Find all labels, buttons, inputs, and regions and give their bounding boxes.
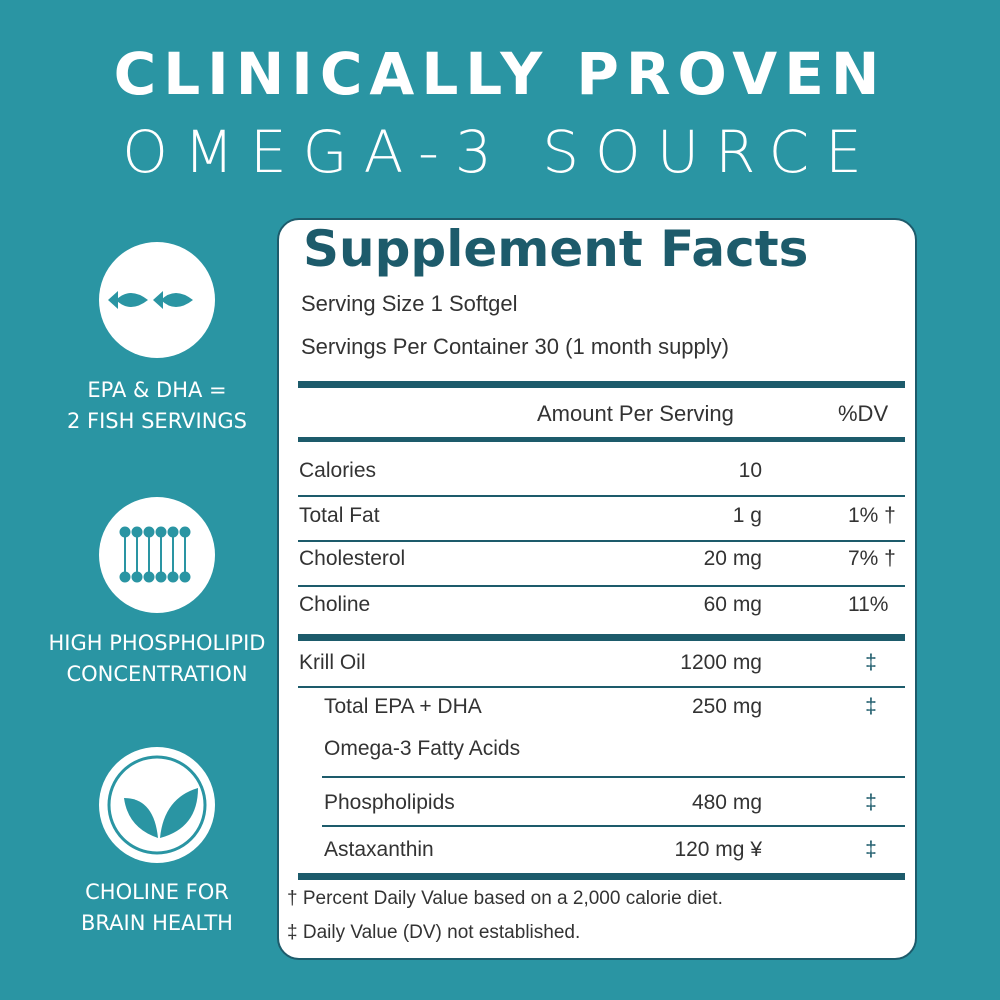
amount: 20 mg [703, 547, 762, 570]
amount: 1200 mg [680, 651, 762, 674]
amount: 10 [738, 459, 762, 482]
thin-rule [298, 540, 905, 542]
daily-value: 7% † [848, 547, 896, 570]
dv-header: %DV [838, 401, 889, 426]
thick-rule [298, 634, 905, 641]
footnote: ‡ Daily Value (DV) not established. [287, 922, 581, 943]
phospholipid-icon [99, 497, 215, 613]
leaf-icon [99, 747, 215, 863]
thick-rule [298, 437, 905, 442]
thick-rule [298, 381, 905, 388]
nutrient-name: Phospholipids [324, 791, 455, 814]
thin-rule [298, 495, 905, 497]
amount: 120 mg ¥ [674, 838, 762, 861]
feature-label: 2 FISH SERVINGS [66, 409, 248, 433]
amount-header: Amount Per Serving [537, 401, 734, 426]
facts-title: Supplement Facts [303, 220, 809, 278]
feature-label: EPA & DHA = [87, 378, 227, 402]
thin-rule [298, 585, 905, 587]
thin-rule [298, 686, 905, 688]
feature-label: BRAIN HEALTH [81, 911, 233, 935]
facts-panel [277, 218, 917, 960]
daily-value: 1% † [848, 504, 896, 527]
fish-icon [99, 242, 215, 358]
thick-rule [298, 873, 905, 880]
daily-value: ‡ [865, 651, 877, 674]
feature-label: HIGH PHOSPHOLIPID [48, 631, 266, 655]
thin-rule [322, 776, 905, 778]
daily-value: 11% [848, 593, 889, 616]
subheadline: OMEGA-3 SOURCE [122, 118, 878, 186]
feature-label: CONCENTRATION [66, 662, 248, 686]
footnote: † Percent Daily Value based on a 2,000 c… [287, 888, 723, 909]
daily-value: ‡ [865, 791, 877, 814]
daily-value: ‡ [865, 838, 877, 861]
daily-value: ‡ [865, 695, 877, 718]
nutrient-name: Cholesterol [299, 547, 406, 570]
amount: 250 mg [691, 695, 762, 718]
headline: CLINICALLY PROVEN [113, 40, 887, 108]
nutrient-name: Astaxanthin [324, 838, 434, 861]
nutrient-name: Choline [299, 593, 371, 616]
nutrient-name: Calories [299, 459, 377, 482]
feature-label: CHOLINE FOR [85, 880, 229, 904]
feature-icons [99, 242, 215, 863]
amount: 480 mg [691, 791, 762, 814]
serving-size: Serving Size 1 Softgel [301, 291, 518, 316]
nutrient-name: Krill Oil [299, 651, 366, 674]
thin-rule [322, 825, 905, 827]
amount: 60 mg [703, 593, 762, 616]
nutrient-name: Total Fat [299, 504, 380, 527]
servings-per-container: Servings Per Container 30 (1 month suppl… [301, 334, 729, 359]
nutrient-name: Total EPA + DHA [324, 695, 482, 718]
amount: 1 g [732, 504, 762, 527]
nutrient-note: Omega-3 Fatty Acids [324, 737, 521, 760]
